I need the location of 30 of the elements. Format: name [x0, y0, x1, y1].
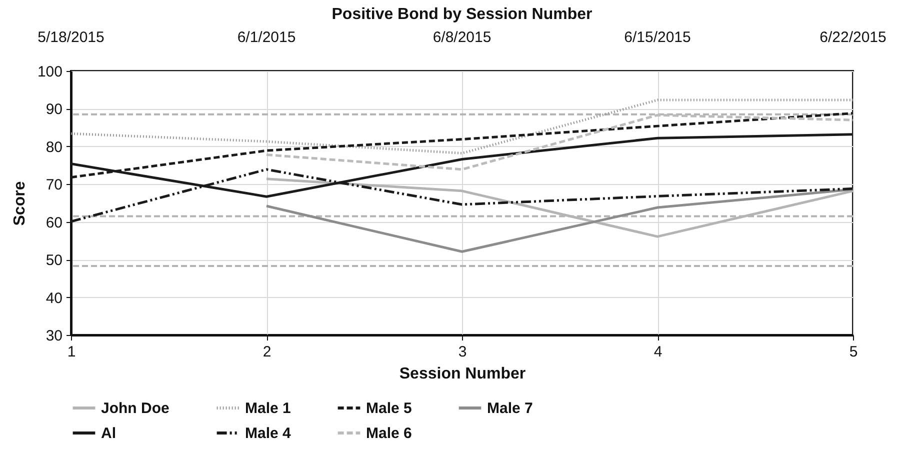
chart-title: Positive Bond by Session Number [332, 6, 592, 23]
text: 6/8/2015 [432, 29, 492, 46]
y-tick-label: 80 [46, 138, 62, 156]
line-series [265, 188, 854, 253]
x-tick-label: 5 [849, 344, 858, 360]
legend-label: John Doe [101, 400, 170, 417]
legend-label: Male 1 [245, 400, 291, 417]
text: 5/18/2015 [38, 29, 104, 46]
legend-label: Male 5 [366, 400, 412, 417]
y-tick-label: 60 [46, 214, 62, 232]
y-tick-label: 100 [37, 64, 62, 80]
x-tick-label: 2 [262, 344, 272, 360]
x-tick-label: 4 [654, 344, 662, 360]
x-axis-title: Session Number [399, 366, 526, 382]
text: 6/22/2015 [820, 29, 886, 46]
x-tick-label: 1 [67, 344, 76, 360]
text: 6/15/2015 [624, 29, 691, 46]
y-tick-label: 30 [46, 328, 62, 344]
legend-label: Al [101, 425, 116, 442]
line-series [70, 98, 854, 154]
x-tick-label: 3 [458, 344, 467, 360]
legend-label: Male 6 [366, 425, 412, 442]
text: 6/1/2015 [237, 29, 296, 46]
legend-label: Male 4 [245, 425, 292, 442]
y-tick-label: 40 [46, 290, 62, 307]
y-axis-title: Score [11, 181, 28, 226]
y-tick-label: 90 [46, 101, 62, 118]
y-tick-label: 70 [46, 176, 62, 194]
legend-label: Male 7 [487, 400, 533, 417]
y-tick-label: 50 [46, 252, 62, 270]
